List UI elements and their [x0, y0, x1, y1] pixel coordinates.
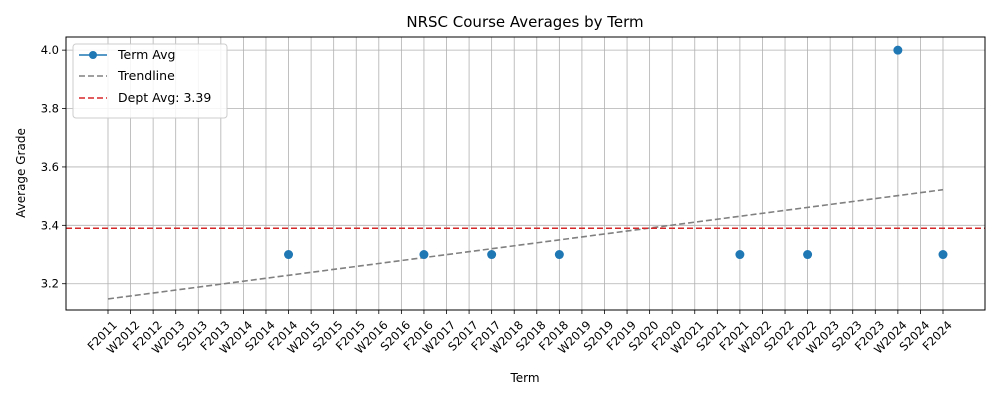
chart-title: NRSC Course Averages by Term	[406, 13, 643, 31]
x-axis-label: Term	[509, 371, 539, 385]
plot-frame	[65, 36, 986, 311]
legend-dept-avg-label: Dept Avg: 3.39	[118, 90, 211, 105]
legend-box	[72, 43, 228, 119]
y-tick-label: 4.0	[41, 43, 59, 57]
term-avg-point	[893, 45, 903, 55]
legend-term-avg-label: Term Avg	[117, 47, 175, 62]
trendline	[107, 188, 944, 300]
legend: Term Avg Trendline Dept Avg: 3.39	[72, 43, 228, 119]
y-tick-label: 3.6	[41, 160, 59, 174]
term-avg-point	[735, 250, 745, 260]
y-axis-label: Average Grade	[14, 128, 28, 218]
term-avg-point	[554, 250, 564, 260]
term-avg-point	[419, 250, 429, 260]
legend-trendline-label: Trendline	[117, 68, 175, 83]
term-avg-point	[284, 250, 294, 260]
y-tick-label: 3.4	[41, 218, 59, 232]
term-avg-point	[803, 250, 813, 260]
y-tick-label: 3.8	[41, 102, 59, 116]
plot-area	[66, 45, 985, 300]
term-avg-point	[487, 250, 497, 260]
legend-term-avg-marker	[89, 51, 97, 59]
y-tick-label: 3.2	[41, 277, 59, 291]
term-avg-point	[938, 250, 948, 260]
